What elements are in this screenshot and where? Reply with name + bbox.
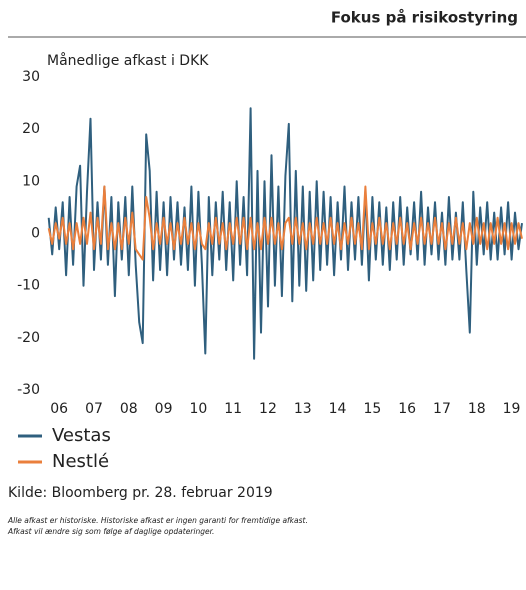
x-tick-label: 07 (85, 401, 103, 417)
y-tick-label: -10 (17, 278, 40, 294)
x-tick-label: 09 (155, 401, 173, 417)
x-tick-label: 15 (363, 401, 381, 417)
legend-label: Nestlé (52, 451, 109, 472)
legend-label: Vestas (52, 425, 111, 446)
note: Alle afkast er historiske. Historiske af… (7, 516, 308, 525)
x-tick-label: 10 (189, 401, 207, 417)
x-tick-label: 13 (294, 401, 312, 417)
x-tick-label: 06 (50, 401, 68, 417)
x-tick-label: 08 (120, 401, 138, 417)
y-tick-label: 10 (22, 173, 40, 189)
y-tick-label: -20 (17, 330, 40, 346)
y-tick-label: -30 (17, 382, 40, 398)
y-tick-label: 30 (22, 69, 40, 85)
y-tick-label: 20 (22, 121, 40, 137)
x-tick-label: 16 (398, 401, 416, 417)
x-tick-label: 12 (259, 401, 277, 417)
chart-subtitle: Månedlige afkast i DKK (47, 52, 209, 69)
note: Afkast vil ændre sig som følge af daglig… (7, 527, 214, 536)
x-tick-label: 19 (503, 401, 521, 417)
source: Kilde: Bloomberg pr. 28. februar 2019 (8, 485, 273, 501)
x-tick-label: 11 (224, 401, 242, 417)
x-tick-label: 18 (468, 401, 486, 417)
y-tick-label: 0 (31, 226, 40, 242)
x-tick-label: 17 (433, 401, 451, 417)
header-title: Fokus på risikostyring (331, 9, 518, 27)
x-tick-label: 14 (329, 401, 347, 417)
series-line (47, 185, 523, 261)
